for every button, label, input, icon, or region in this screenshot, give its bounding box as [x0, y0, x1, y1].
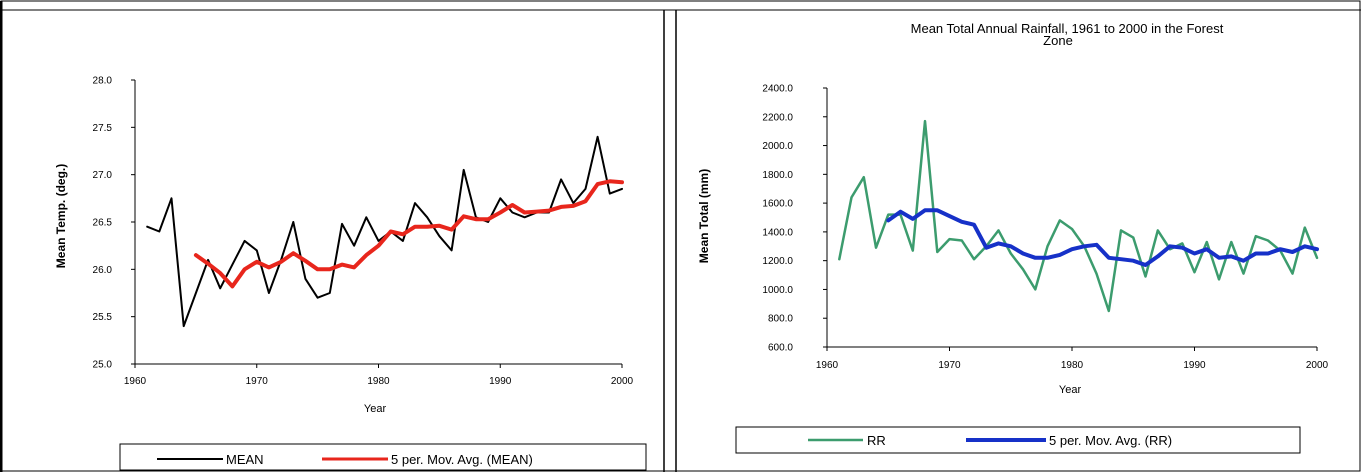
legend-label-moving-average: 5 per. Mov. Avg. (MEAN) — [391, 452, 533, 467]
x-tick-label: 1990 — [489, 376, 512, 387]
x-tick-label: 1980 — [367, 376, 390, 387]
temperature-x-axis-label: Year — [364, 403, 387, 415]
rainfall-chart-title-line-2: Zone — [1043, 33, 1073, 48]
rainfall-chart: Mean Total Annual Rainfall, 1961 to 2000… — [697, 21, 1329, 454]
temperature-chart: 25.0 25.5 26.0 26.5 27.0 27.5 28.0 1960 1970 198… — [54, 76, 647, 471]
series-line-moving-average — [886, 208, 1319, 267]
legend-label-moving-average-rr: 5 per. Mov. Avg. (RR) — [1049, 433, 1172, 448]
x-tick-label: 2000 — [1306, 360, 1329, 371]
temperature-y-tick-labels: 25.0 25.5 26.0 26.5 27.0 27.5 28.0 — [93, 76, 113, 371]
y-tick-label: 2200.0 — [762, 112, 793, 123]
y-tick-label: 26.0 — [93, 265, 113, 276]
y-tick-label: 1000.0 — [762, 285, 793, 296]
y-tick-label: 2400.0 — [762, 84, 793, 95]
series-line-raw — [146, 135, 623, 328]
y-tick-label: 1400.0 — [762, 227, 793, 238]
temperature-x-tick-labels: 1960 1970 1980 1990 2000 — [124, 376, 634, 387]
y-tick-label: 25.0 — [93, 360, 113, 371]
rainfall-x-axis-label: Year — [1059, 384, 1082, 396]
rainfall-chart-axes — [823, 87, 1318, 351]
rainfall-y-tick-labels: 600.0 800.0 1000.0 1200.0 1400.0 1600.0 1800.0… — [762, 84, 793, 354]
x-tick-label: 1990 — [1183, 360, 1206, 371]
y-tick-label: 28.0 — [93, 76, 113, 87]
legend-label-mean: MEAN — [226, 452, 264, 467]
x-tick-label: 2000 — [611, 376, 634, 387]
y-tick-label: 600.0 — [768, 343, 793, 354]
rainfall-series — [838, 119, 1319, 313]
temperature-chart-axes — [131, 79, 623, 368]
series-line-moving-average — [193, 179, 624, 289]
x-tick-label: 1960 — [816, 360, 839, 371]
legend-label-rr: RR — [867, 433, 886, 448]
y-tick-label: 1800.0 — [762, 170, 793, 181]
rainfall-chart-title-line-1: Mean Total Annual Rainfall, 1961 to 2000… — [911, 21, 1224, 36]
y-tick-label: 1200.0 — [762, 256, 793, 267]
x-tick-label: 1980 — [1061, 360, 1084, 371]
y-tick-label: 25.5 — [93, 312, 113, 323]
y-tick-label: 2000.0 — [762, 141, 793, 152]
x-tick-label: 1970 — [246, 376, 269, 387]
temperature-series — [146, 135, 624, 328]
y-tick-label: 26.5 — [93, 218, 113, 229]
rainfall-legend: RR 5 per. Mov. Avg. (RR) — [735, 426, 1301, 454]
temperature-legend: MEAN 5 per. Mov. Avg. (MEAN) — [119, 443, 647, 471]
rainfall-y-axis-label: Mean Total (mm) — [697, 169, 711, 263]
temperature-y-axis-label: Mean Temp. (deg.) — [54, 164, 68, 268]
y-tick-label: 27.0 — [93, 170, 113, 181]
y-tick-label: 1600.0 — [762, 199, 793, 210]
x-tick-label: 1960 — [124, 376, 147, 387]
rainfall-x-tick-labels: 1960 1970 1980 1990 2000 — [816, 360, 1329, 371]
y-tick-label: 800.0 — [768, 314, 793, 325]
y-tick-label: 27.5 — [93, 123, 113, 134]
x-tick-label: 1970 — [938, 360, 961, 371]
